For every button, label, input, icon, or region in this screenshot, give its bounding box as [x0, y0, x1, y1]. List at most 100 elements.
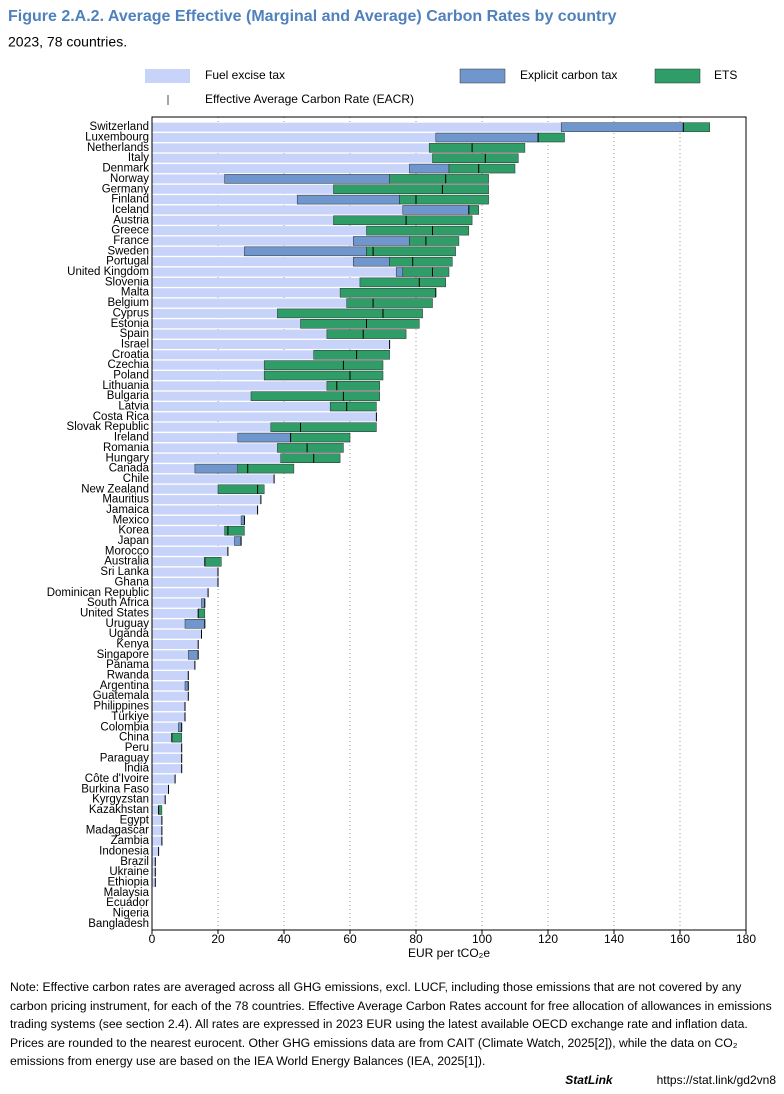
y-tick-label: Slovenia [105, 276, 150, 288]
bar-segment [152, 205, 403, 215]
bar-segment [152, 660, 195, 670]
note: Note: Effective carbon rates are average… [10, 980, 772, 1068]
bar-segment [152, 164, 410, 174]
y-tick-label: Argentina [100, 680, 150, 692]
bar-segment [329, 401, 377, 412]
bar-segment [435, 132, 539, 143]
bar-segment [152, 815, 162, 825]
y-tick-label: Dominican Republic [47, 587, 150, 599]
y-tick-label: Ghana [114, 576, 149, 588]
bar-segment [152, 722, 179, 732]
y-tick-label: China [119, 732, 150, 744]
legend-swatch [459, 68, 506, 84]
bar-segment [224, 174, 390, 184]
y-tick-label: Malta [121, 287, 150, 299]
chart-title: Figure 2.A.2. Average Effective (Margina… [8, 8, 617, 25]
x-tick-label: 120 [538, 932, 558, 946]
y-tick-label: Panama [106, 659, 149, 671]
y-tick-label: India [124, 763, 150, 775]
bar-segment [152, 753, 182, 763]
bar-segment [188, 650, 199, 660]
bar-segment [152, 360, 265, 370]
y-tick-label: Bulgaria [107, 390, 150, 402]
y-tick-label: Cyprus [113, 307, 150, 319]
x-tick-label: 80 [409, 932, 423, 946]
bar-segment [197, 608, 206, 619]
x-tick-label: 60 [343, 932, 357, 946]
bar-segment [353, 236, 410, 246]
y-tick-label: Iceland [112, 204, 149, 216]
bar-segment [468, 205, 479, 215]
statlink: StatLink https://stat.link/gd2vn8 [565, 1073, 776, 1087]
bar-segment [152, 277, 360, 287]
bar-segment [409, 163, 450, 174]
x-tick-label: 140 [604, 932, 624, 946]
y-tick-label: Hungary [106, 452, 150, 464]
y-tick-label: Czechia [107, 359, 149, 371]
y-tick-label: Kenya [116, 639, 149, 651]
bar-segment [152, 826, 162, 836]
bar-segment [152, 422, 271, 432]
bar-segment [244, 246, 367, 257]
y-tick-label: Italy [128, 152, 149, 164]
bar-segment [152, 350, 314, 360]
bar-segment [152, 308, 278, 318]
bar-segment [300, 319, 420, 329]
x-tick-label: 160 [670, 932, 690, 946]
bar-segment [152, 712, 185, 722]
bar-segment [560, 122, 684, 132]
y-tick-label: Slovak Republic [67, 421, 150, 433]
y-tick-label: Japan [118, 535, 149, 547]
bar-segment [250, 391, 380, 401]
y-tick-label: Philippines [93, 701, 149, 713]
y-tick-label: Sri Lanka [100, 566, 149, 578]
bar-segment [152, 733, 172, 743]
bar-segment [152, 381, 327, 391]
bar-segment [326, 381, 380, 391]
y-tick-label: Latvia [118, 401, 149, 413]
bar-segment [152, 236, 354, 246]
statlink-url[interactable]: https://stat.link/gd2vn8 [656, 1073, 776, 1087]
bar-segment [152, 805, 159, 815]
y-tick-label: Denmark [102, 163, 149, 175]
y-tick-label: Finland [111, 194, 149, 206]
y-tick-label: Australia [104, 556, 149, 568]
x-tick-label: 180 [736, 932, 756, 946]
bar-segment [152, 443, 278, 453]
bar-segment [152, 143, 430, 153]
y-tick-label: Sweden [107, 245, 149, 257]
legend-label: Explicit carbon tax [520, 68, 617, 82]
plot-frame [151, 116, 747, 931]
bar-segment [313, 350, 390, 360]
bar-segment [152, 691, 189, 701]
y-tick-label: Morocco [105, 545, 149, 557]
y-tick-label: Madagascar [86, 825, 149, 837]
y-tick-label: Paraguay [100, 752, 149, 764]
x-tick-label: 40 [277, 932, 291, 946]
bar-segment [152, 226, 367, 236]
bar-segment [152, 402, 331, 412]
y-tick-label: Rwanda [107, 670, 150, 682]
bar-segment [152, 650, 189, 660]
bar-segment [152, 464, 195, 474]
y-tick-label: Spain [120, 328, 149, 340]
y-tick-label: Chile [123, 473, 149, 485]
y-tick-label: Romania [103, 442, 150, 454]
bar-segment [152, 546, 228, 556]
bar-segment [296, 194, 400, 205]
y-tick-label: Guatemala [93, 690, 150, 702]
bar-segment [152, 298, 347, 308]
bar-segment [152, 288, 341, 298]
bar-segment [237, 463, 295, 474]
y-tick-label: Croatia [112, 349, 150, 361]
bar-segment [290, 432, 351, 443]
bar-segment [152, 702, 185, 712]
bar-segment [152, 257, 354, 267]
bar-segment [152, 774, 176, 784]
bar-segment [224, 525, 245, 536]
x-tick-label: 20 [211, 932, 225, 946]
bar-segment [152, 743, 182, 753]
bar-segment [152, 174, 225, 184]
statlink-brand: StatLink [565, 1073, 613, 1087]
y-tick-label: Canada [109, 463, 150, 475]
